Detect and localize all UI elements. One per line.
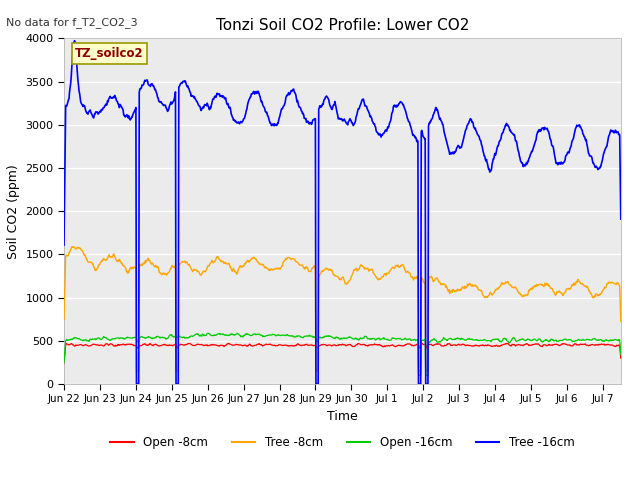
- Title: Tonzi Soil CO2 Profile: Lower CO2: Tonzi Soil CO2 Profile: Lower CO2: [216, 18, 469, 33]
- Legend: Open -8cm, Tree -8cm, Open -16cm, Tree -16cm: Open -8cm, Tree -8cm, Open -16cm, Tree -…: [106, 432, 579, 454]
- X-axis label: Time: Time: [327, 410, 358, 423]
- Text: No data for f_T2_CO2_3: No data for f_T2_CO2_3: [6, 17, 138, 28]
- Y-axis label: Soil CO2 (ppm): Soil CO2 (ppm): [7, 164, 20, 259]
- Text: TZ_soilco2: TZ_soilco2: [75, 47, 144, 60]
